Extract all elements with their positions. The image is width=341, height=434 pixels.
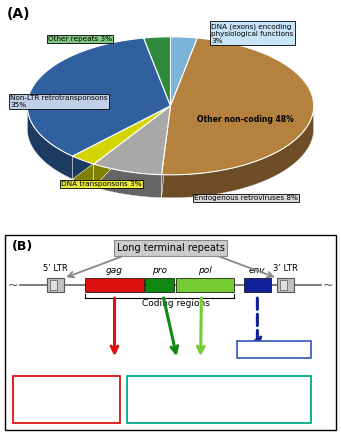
Bar	[127, 376, 311, 423]
Polygon shape	[94, 164, 162, 197]
Bar	[46, 278, 64, 292]
Text: DNA (exons) encoding
physiological functions
3%: DNA (exons) encoding physiological funct…	[211, 23, 294, 43]
Text: Enzymes:
protease
Reverse transcriptase
integrase: Enzymes: protease Reverse transcriptase …	[158, 377, 280, 422]
Text: ~: ~	[323, 279, 333, 292]
Polygon shape	[27, 38, 170, 156]
Text: Long terminal repeats: Long terminal repeats	[117, 243, 224, 253]
Polygon shape	[94, 106, 170, 174]
Bar	[145, 278, 174, 292]
Bar	[50, 280, 57, 290]
Text: DNA transponsons 3%: DNA transponsons 3%	[61, 181, 142, 187]
Text: (B): (B)	[12, 240, 33, 253]
Bar	[85, 278, 144, 292]
Polygon shape	[27, 108, 72, 179]
Bar	[13, 376, 120, 423]
Polygon shape	[170, 37, 197, 106]
Text: Other non-coding 48%: Other non-coding 48%	[197, 115, 294, 124]
Text: (A): (A)	[7, 7, 30, 21]
Bar	[244, 278, 271, 292]
Text: gag: gag	[106, 266, 123, 275]
Polygon shape	[72, 106, 170, 179]
Text: Envelope: Envelope	[252, 345, 297, 355]
Text: Non-LTR retrotransponsons
35%: Non-LTR retrotransponsons 35%	[10, 95, 108, 108]
Text: pol: pol	[198, 266, 212, 275]
Polygon shape	[162, 109, 313, 198]
Text: pro: pro	[152, 266, 167, 275]
Bar	[280, 280, 287, 290]
Polygon shape	[72, 106, 170, 179]
Text: Coding regions: Coding regions	[143, 299, 210, 308]
Polygon shape	[162, 106, 170, 197]
Polygon shape	[162, 38, 314, 175]
Polygon shape	[94, 106, 170, 187]
Bar	[176, 278, 234, 292]
Polygon shape	[72, 106, 170, 164]
Polygon shape	[94, 106, 170, 187]
Text: 3’ LTR: 3’ LTR	[273, 264, 298, 273]
Text: Matrix
capsid
nucleocapsid: Matrix capsid nucleocapsid	[31, 383, 103, 416]
Text: Other repeats 3%: Other repeats 3%	[48, 36, 112, 42]
Text: ~: ~	[8, 279, 18, 292]
Text: Endogenous retroviruses 8%: Endogenous retroviruses 8%	[194, 195, 298, 201]
Polygon shape	[72, 156, 94, 187]
Text: env: env	[249, 266, 266, 275]
Bar	[237, 341, 311, 358]
Bar	[277, 278, 295, 292]
Ellipse shape	[27, 60, 314, 198]
Polygon shape	[144, 37, 170, 106]
Text: 5’ LTR: 5’ LTR	[43, 264, 68, 273]
Polygon shape	[162, 106, 170, 197]
